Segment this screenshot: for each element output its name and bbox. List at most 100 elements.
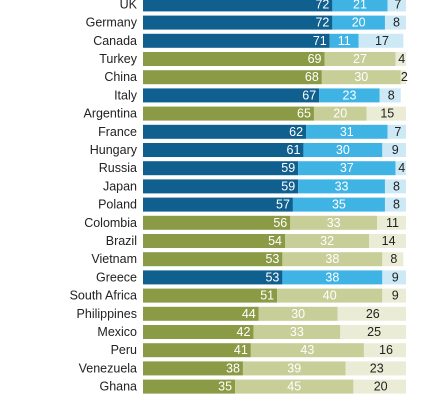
data-label: 4: [398, 52, 405, 66]
bar-segment: [143, 88, 320, 103]
bar-segment: [332, 15, 385, 30]
bar-segment: [358, 33, 404, 48]
data-label: 23: [370, 361, 384, 375]
category-label: Greece: [96, 270, 137, 284]
data-label: 30: [336, 143, 350, 157]
data-label: 35: [218, 380, 232, 394]
data-label: 31: [340, 125, 354, 139]
data-label: 67: [302, 88, 316, 102]
data-label: 33: [335, 179, 349, 193]
bar-segment: [143, 306, 259, 321]
bar-segment: [143, 33, 330, 48]
bar-segment: [353, 379, 406, 394]
data-label: 33: [290, 325, 304, 339]
bar-segment: [143, 288, 278, 303]
bar-segment: [382, 143, 406, 157]
data-label: 44: [242, 307, 256, 321]
data-label: 30: [354, 70, 368, 84]
category-label: Colombia: [84, 216, 137, 230]
bar-segment: [384, 197, 406, 212]
bar-segment: [363, 343, 406, 358]
data-label: 15: [380, 107, 394, 121]
bar-segment: [321, 70, 401, 85]
data-label: 9: [392, 270, 399, 284]
bar-segment: [143, 234, 286, 248]
category-label: South Africa: [70, 289, 137, 303]
category-label: Vietnam: [91, 252, 137, 266]
data-label: 27: [353, 52, 367, 66]
bar-segment: [324, 52, 396, 66]
bar-segment: [387, 124, 406, 139]
bar-segment: [298, 161, 396, 176]
bar-segment: [143, 70, 322, 85]
data-label: 20: [374, 380, 388, 394]
data-label: 59: [281, 161, 295, 175]
category-label: Philippines: [77, 307, 137, 321]
data-label: 8: [393, 198, 400, 212]
bar-segment: [384, 15, 406, 30]
data-label: 38: [226, 361, 240, 375]
bar-segment: [143, 106, 314, 121]
bar-segment: [242, 361, 346, 376]
bar-segment: [143, 215, 291, 230]
data-label: 68: [305, 70, 319, 84]
data-label: 65: [297, 107, 311, 121]
bar-segment: [345, 361, 406, 376]
data-label: 54: [268, 234, 282, 248]
data-label: 33: [327, 216, 341, 230]
data-label: 16: [379, 343, 393, 357]
data-label: 14: [382, 234, 396, 248]
bar-segment: [382, 288, 406, 303]
data-label: 71: [313, 34, 327, 48]
bar-segment: [143, 0, 333, 12]
data-label: 62: [289, 125, 303, 139]
data-label: 17: [375, 34, 389, 48]
bar-segment: [377, 215, 406, 230]
data-label: 38: [325, 270, 339, 284]
data-label: 9: [392, 289, 399, 303]
data-label: 69: [308, 52, 322, 66]
data-label: 45: [287, 380, 301, 394]
data-label: 8: [388, 88, 395, 102]
bar-segment: [235, 379, 354, 394]
bar-segment: [329, 33, 359, 48]
bar-segment: [366, 106, 406, 121]
bar-segment: [382, 252, 404, 267]
data-label: 4: [398, 161, 405, 175]
category-label: UK: [120, 0, 138, 11]
bar-segment: [250, 343, 364, 358]
bar-segment: [337, 306, 406, 321]
data-label: 8: [393, 16, 400, 30]
data-label: 7: [394, 125, 401, 139]
bar-segment: [369, 234, 406, 248]
data-label: 20: [352, 16, 366, 30]
bar-segment: [292, 197, 385, 212]
bar-segment: [143, 161, 299, 176]
bar-segment: [253, 325, 341, 339]
data-label: 38: [325, 252, 339, 266]
category-label: Argentina: [83, 107, 137, 121]
bar-segment: [290, 215, 378, 230]
bar-segment: [143, 343, 251, 358]
category-label: Hungary: [90, 143, 138, 157]
data-label: 56: [273, 216, 287, 230]
bar-segment: [282, 252, 383, 267]
bar-segment: [340, 325, 406, 339]
bar-segment: [143, 252, 283, 267]
data-label: 2: [401, 70, 408, 84]
category-label: Japan: [103, 179, 137, 193]
bar-segment: [277, 288, 383, 303]
bar-segment: [395, 52, 406, 66]
bar-segment: [143, 52, 325, 66]
data-label: 39: [287, 361, 301, 375]
bar-segment: [143, 197, 293, 212]
data-label: 30: [291, 307, 305, 321]
bar-segment: [319, 88, 380, 103]
bar-segment: [313, 106, 367, 121]
category-label: Russia: [99, 161, 137, 175]
bar-segment: [258, 306, 338, 321]
data-label: 25: [367, 325, 381, 339]
category-label: Ghana: [99, 380, 137, 394]
bar-segment: [143, 361, 243, 376]
